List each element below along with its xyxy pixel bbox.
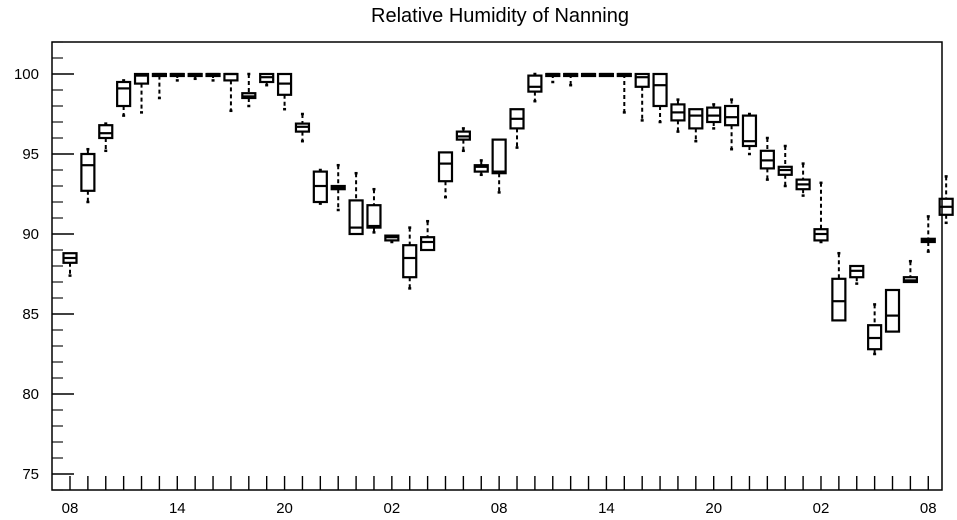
y-tick-label: 75 — [22, 466, 39, 483]
box — [366, 204, 382, 229]
box — [133, 72, 150, 85]
plot-frame — [51, 41, 943, 491]
box — [634, 72, 650, 88]
x-tick-label: 14 — [598, 500, 615, 517]
box — [527, 74, 543, 93]
box — [723, 104, 740, 127]
box — [402, 244, 418, 279]
box — [741, 114, 758, 148]
x-tick-label: 20 — [705, 500, 722, 517]
chart-title: Relative Humidity of Nanning — [371, 5, 629, 27]
box — [348, 199, 364, 236]
box — [491, 138, 507, 175]
chart-marks: 75 80 85 90 95 100 08 14 20 02 08 14 20 02 08 — [14, 41, 954, 517]
box — [98, 124, 114, 140]
box — [831, 277, 847, 322]
y-tick-label: 85 — [22, 306, 39, 323]
box — [688, 108, 704, 130]
box — [884, 288, 901, 333]
box — [420, 236, 436, 252]
box — [437, 151, 454, 183]
box — [80, 152, 96, 192]
x-tick-label: 20 — [276, 500, 293, 517]
box — [116, 80, 132, 108]
x-tick-label: 14 — [169, 500, 186, 517]
y-tick-label: 90 — [22, 226, 39, 243]
y-tick-label: 95 — [22, 146, 39, 163]
box — [473, 164, 489, 173]
x-tick-label: 02 — [384, 500, 401, 517]
y-tick-label: 100 — [14, 66, 39, 83]
x-tick-label: 08 — [491, 500, 508, 517]
box — [652, 72, 668, 108]
x-tick-label: 08 — [62, 500, 79, 517]
y-tick-label: 80 — [22, 386, 39, 403]
x-tick-label: 02 — [813, 500, 830, 517]
x-tick-label: 08 — [920, 500, 937, 517]
